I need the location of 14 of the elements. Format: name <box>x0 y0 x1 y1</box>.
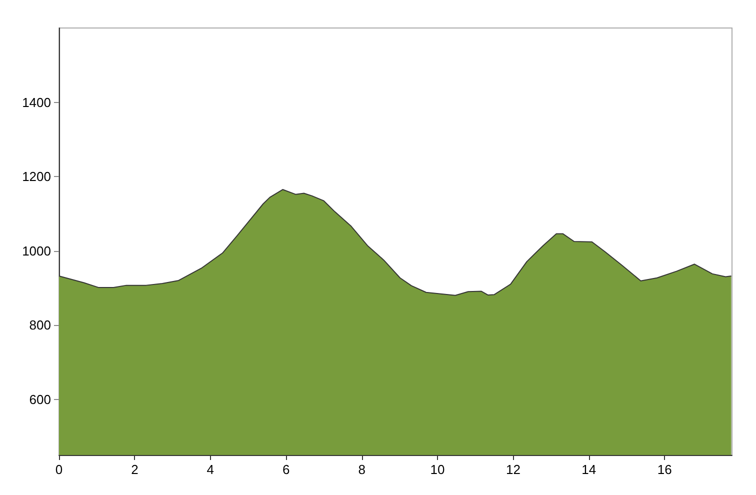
x-tick-label: 6 <box>282 462 290 477</box>
x-tick-label: 12 <box>506 462 520 477</box>
x-tick-label: 8 <box>358 462 366 477</box>
y-tick-label: 800 <box>29 318 51 333</box>
x-tick-label: 2 <box>131 462 138 477</box>
x-tick-label: 4 <box>206 462 214 477</box>
y-tick-label: 1400 <box>22 94 51 110</box>
y-tick-label: 1200 <box>22 169 51 184</box>
y-tick-label: 600 <box>29 392 51 407</box>
x-tick-label: 14 <box>582 462 596 477</box>
x-tick-label: 10 <box>430 462 445 477</box>
x-tick-label: 0 <box>55 462 63 477</box>
x-tick-label: 16 <box>657 462 672 477</box>
y-tick-label: 1000 <box>22 243 51 258</box>
